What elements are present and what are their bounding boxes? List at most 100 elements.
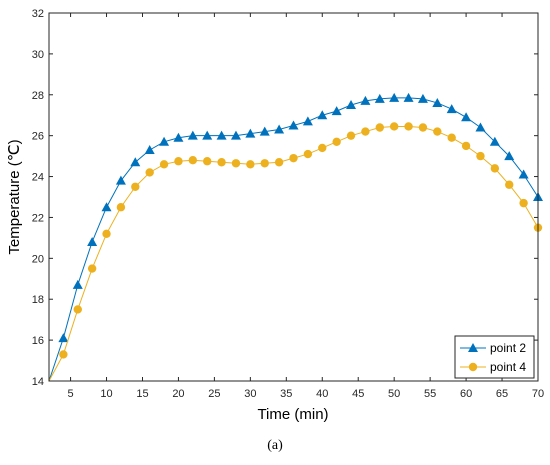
x-tick-label: 65 <box>496 388 508 400</box>
data-point-point-2 <box>461 112 472 122</box>
data-point-point-4 <box>116 203 126 212</box>
data-point-point-2 <box>58 333 69 343</box>
x-tick-label: 35 <box>280 388 292 400</box>
x-tick-label: 30 <box>244 388 256 400</box>
data-point-point-4 <box>505 180 514 189</box>
data-point-point-4 <box>174 157 183 166</box>
data-point-point-4 <box>519 198 528 208</box>
y-tick-label: 20 <box>32 253 44 265</box>
data-point-point-4 <box>131 182 140 191</box>
data-point-point-2 <box>403 92 414 102</box>
plot-frame <box>48 12 539 382</box>
data-point-point-2 <box>216 130 227 140</box>
data-point-point-2 <box>187 130 198 140</box>
data-point-point-2 <box>245 128 256 138</box>
data-point-point-4 <box>203 157 212 166</box>
data-point-point-2 <box>389 92 400 102</box>
data-point-point-4 <box>461 141 471 151</box>
data-point-point-2 <box>374 93 385 103</box>
data-point-point-2 <box>202 130 213 140</box>
y-tick-label: 16 <box>32 335 44 347</box>
legend-label-point-4: point 4 <box>490 360 526 374</box>
data-point-point-4 <box>102 229 111 238</box>
data-point-point-4 <box>188 156 198 165</box>
data-point-point-4 <box>389 122 399 131</box>
data-point-point-2 <box>230 130 241 140</box>
legend-marker-point-4 <box>468 362 478 372</box>
data-point-point-2 <box>101 202 112 212</box>
data-point-point-4 <box>159 160 169 169</box>
figure-caption: (a) <box>267 438 283 453</box>
legend: point 2 point 4 <box>454 335 535 379</box>
data-point-point-4 <box>346 131 356 140</box>
data-point-point-4 <box>375 123 384 132</box>
x-tick-label: 70 <box>532 388 544 400</box>
data-point-point-4 <box>260 159 269 168</box>
data-point-point-4 <box>332 137 341 146</box>
data-point-point-2 <box>87 236 98 246</box>
data-point-point-4 <box>59 350 68 359</box>
y-tick-label: 26 <box>32 131 44 143</box>
y-tick-label: 14 <box>32 376 44 388</box>
plot-area <box>49 13 538 381</box>
x-tick-label: 15 <box>136 388 148 400</box>
data-point-point-2 <box>317 110 328 120</box>
x-tick-label: 45 <box>352 388 364 400</box>
y-tick-label: 24 <box>32 172 44 184</box>
data-point-point-4 <box>217 158 226 167</box>
x-axis-title: Time (min) <box>257 406 328 423</box>
data-point-point-4 <box>87 264 97 273</box>
data-point-point-2 <box>475 122 486 132</box>
legend-label-point-2: point 2 <box>490 341 526 355</box>
data-point-point-2 <box>417 93 428 103</box>
data-point-point-2 <box>518 169 529 179</box>
data-point-point-2 <box>288 120 299 130</box>
data-point-point-4 <box>246 160 255 169</box>
x-tick-label: 25 <box>208 388 220 400</box>
data-point-point-4 <box>433 127 442 136</box>
data-point-point-2 <box>259 126 270 136</box>
x-tick-label: 5 <box>68 388 74 400</box>
x-tick-label: 60 <box>460 388 472 400</box>
data-point-point-2 <box>72 279 83 289</box>
data-point-point-4 <box>318 143 327 153</box>
y-tick-label: 18 <box>32 294 44 306</box>
data-point-point-2 <box>360 95 371 105</box>
data-point-point-2 <box>130 157 141 167</box>
data-point-point-2 <box>432 97 443 107</box>
legend-box <box>454 335 535 379</box>
y-axis-title: Temperature (℃) <box>6 139 23 254</box>
data-point-point-2 <box>159 136 170 146</box>
data-point-point-4 <box>289 153 298 163</box>
y-tick-label: 30 <box>32 49 44 61</box>
data-point-point-2 <box>489 136 500 146</box>
data-point-point-4 <box>274 158 284 167</box>
data-point-point-4 <box>490 164 500 173</box>
x-tick-label: 40 <box>316 388 328 400</box>
data-point-point-4 <box>73 305 82 314</box>
data-point-point-2 <box>115 175 126 185</box>
data-point-point-2 <box>331 106 342 116</box>
y-tick-label: 22 <box>32 212 44 224</box>
data-point-point-2 <box>446 104 457 114</box>
data-point-point-4 <box>231 159 241 168</box>
data-point-point-2 <box>346 100 357 109</box>
data-point-point-4 <box>476 151 485 161</box>
x-tick-label: 50 <box>388 388 400 400</box>
data-point-point-4 <box>303 149 313 159</box>
data-point-point-2 <box>302 116 313 126</box>
x-tick-label: 55 <box>424 388 436 400</box>
legend-marker-point-2 <box>468 343 478 352</box>
data-point-point-4 <box>145 168 154 177</box>
data-point-point-2 <box>504 151 515 161</box>
data-point-point-4 <box>447 133 456 142</box>
data-point-point-4 <box>361 127 370 136</box>
data-point-point-4 <box>418 123 428 132</box>
y-tick-label: 28 <box>32 90 44 102</box>
x-tick-label: 20 <box>172 388 184 400</box>
y-tick-label: 32 <box>32 8 44 20</box>
data-point-point-2 <box>274 124 285 134</box>
data-point-point-2 <box>144 144 155 154</box>
data-point-point-2 <box>173 132 184 142</box>
